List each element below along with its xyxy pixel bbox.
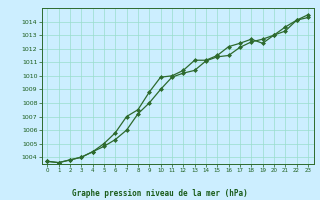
Text: Graphe pression niveau de la mer (hPa): Graphe pression niveau de la mer (hPa) <box>72 189 248 198</box>
